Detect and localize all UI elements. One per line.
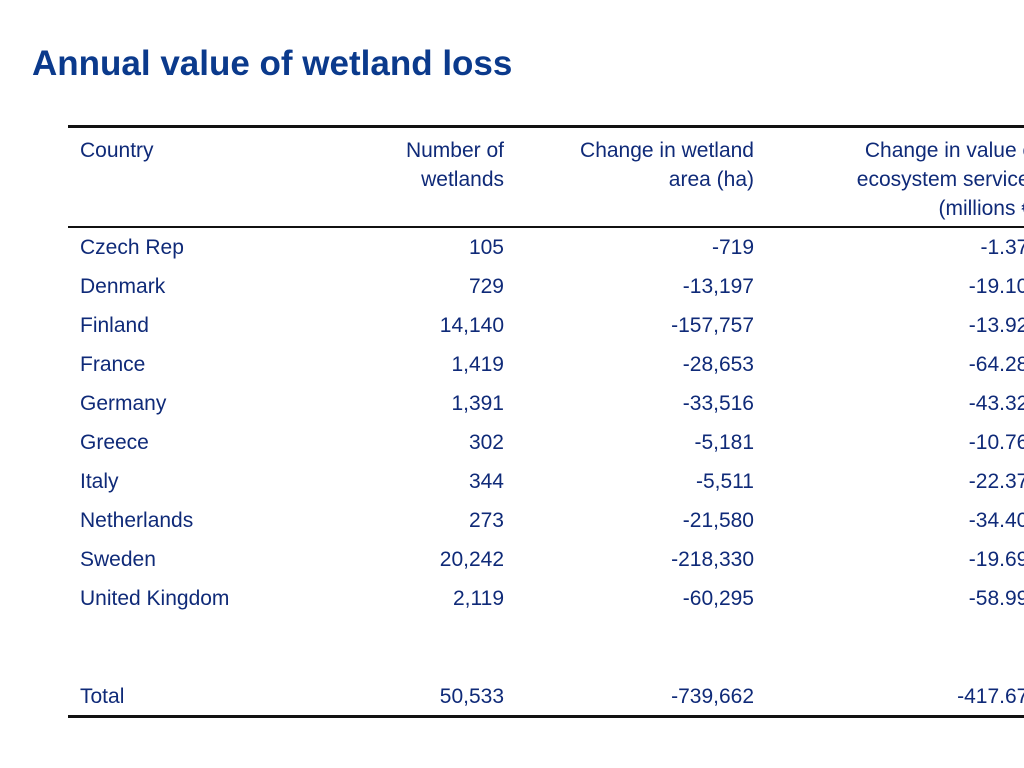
cell-number-of-wetlands: 1,419 <box>451 353 504 376</box>
header-country-label: Country <box>80 139 154 162</box>
header-line: Number of <box>405 139 504 162</box>
cell-country: Greece <box>80 431 149 454</box>
table-row: Finland 14,140 -157,757 -13.923 <box>68 306 1024 345</box>
cell-number-of-wetlands: 344 <box>468 470 504 493</box>
header-number-of-wetlands: Number of wetlands <box>332 127 516 228</box>
cell-area-change: -5,181 <box>694 431 754 454</box>
table-row: Germany 1,391 -33,516 -43.329 <box>68 384 1024 423</box>
cell-number-of-wetlands: 14,140 <box>439 314 504 337</box>
table-row: Italy 344 -5,511 -22.372 <box>68 462 1024 501</box>
cell-area-change: -13,197 <box>682 275 754 298</box>
cell-area-change: -21,580 <box>682 509 754 532</box>
cell-country: Netherlands <box>80 509 194 532</box>
header-line: (millions €) <box>938 197 1024 220</box>
header-line: ecosystem services <box>856 168 1024 191</box>
header-line: Change in value of <box>864 139 1024 162</box>
cell-value-change: -64.289 <box>968 353 1024 376</box>
table-row: France 1,419 -28,653 -64.289 <box>68 345 1024 384</box>
table-spacer-row <box>68 618 1024 678</box>
header-line: Change in wetland <box>580 139 754 162</box>
cell-value-change: -34.404 <box>968 509 1024 532</box>
cell-country: Finland <box>80 314 149 337</box>
cell-area-change: -157,757 <box>671 314 754 337</box>
header-change-in-area: Change in wetland area (ha) <box>516 127 766 228</box>
cell-country: Czech Rep <box>80 236 184 259</box>
cell-area-change: -5,511 <box>696 470 754 493</box>
cell-value-change: -19.107 <box>968 275 1024 298</box>
cell-area-change: -33,516 <box>682 392 754 415</box>
wetland-loss-table: Country Number of wetlands Change in wet… <box>68 125 1024 718</box>
header-country: Country <box>68 127 332 228</box>
wetland-loss-table-container: Country Number of wetlands Change in wet… <box>68 125 1024 718</box>
page-title: Annual value of wetland loss <box>32 44 513 83</box>
table-row: Netherlands 273 -21,580 -34.404 <box>68 501 1024 540</box>
cell-value-change: -58.998 <box>968 587 1024 610</box>
header-line: wetlands <box>421 168 504 191</box>
cell-number-of-wetlands: 273 <box>468 509 504 532</box>
cell-area-change: -218,330 <box>671 548 754 571</box>
table-row: Sweden 20,242 -218,330 -19.690 <box>68 540 1024 579</box>
table-row: Czech Rep 105 -719 -1.371 <box>68 227 1024 267</box>
table-row: United Kingdom 2,119 -60,295 -58.998 <box>68 579 1024 618</box>
cell-total-area-change: -739,662 <box>671 685 754 708</box>
cell-area-change: -719 <box>711 236 754 259</box>
cell-total-number-of-wetlands: 50,533 <box>439 685 504 708</box>
cell-area-change: -28,653 <box>682 353 754 376</box>
cell-value-change: -19.690 <box>968 548 1024 571</box>
table-row: Greece 302 -5,181 -10.760 <box>68 423 1024 462</box>
cell-number-of-wetlands: 2,119 <box>453 587 504 610</box>
cell-area-change: -60,295 <box>682 587 754 610</box>
cell-number-of-wetlands: 1,391 <box>451 392 504 415</box>
cell-country: Germany <box>80 392 167 415</box>
cell-country: Italy <box>80 470 119 493</box>
cell-value-change: -43.329 <box>968 392 1024 415</box>
cell-value-change: -10.760 <box>968 431 1024 454</box>
header-line: area (ha) <box>668 168 754 191</box>
cell-number-of-wetlands: 302 <box>468 431 504 454</box>
table-row: Denmark 729 -13,197 -19.107 <box>68 267 1024 306</box>
cell-country: United Kingdom <box>80 587 230 610</box>
table-header-row: Country Number of wetlands Change in wet… <box>68 126 1024 228</box>
cell-country: Denmark <box>80 275 166 298</box>
table-total-row: Total 50,533 -739,662 -417.676 <box>68 678 1024 717</box>
cell-country: France <box>80 353 146 376</box>
cell-total-label: Total <box>80 685 125 708</box>
cell-number-of-wetlands: 20,242 <box>439 548 504 571</box>
header-change-in-value: Change in value of ecosystem services (m… <box>766 127 1024 228</box>
cell-value-change: -22.372 <box>968 470 1024 493</box>
cell-value-change: -13.923 <box>968 314 1024 337</box>
cell-total-value-change: -417.676 <box>957 685 1024 708</box>
spacer-cell <box>68 618 1024 678</box>
cell-number-of-wetlands: 105 <box>468 236 504 259</box>
cell-value-change: -1.371 <box>980 236 1024 259</box>
cell-number-of-wetlands: 729 <box>468 275 504 298</box>
cell-country: Sweden <box>80 548 156 571</box>
